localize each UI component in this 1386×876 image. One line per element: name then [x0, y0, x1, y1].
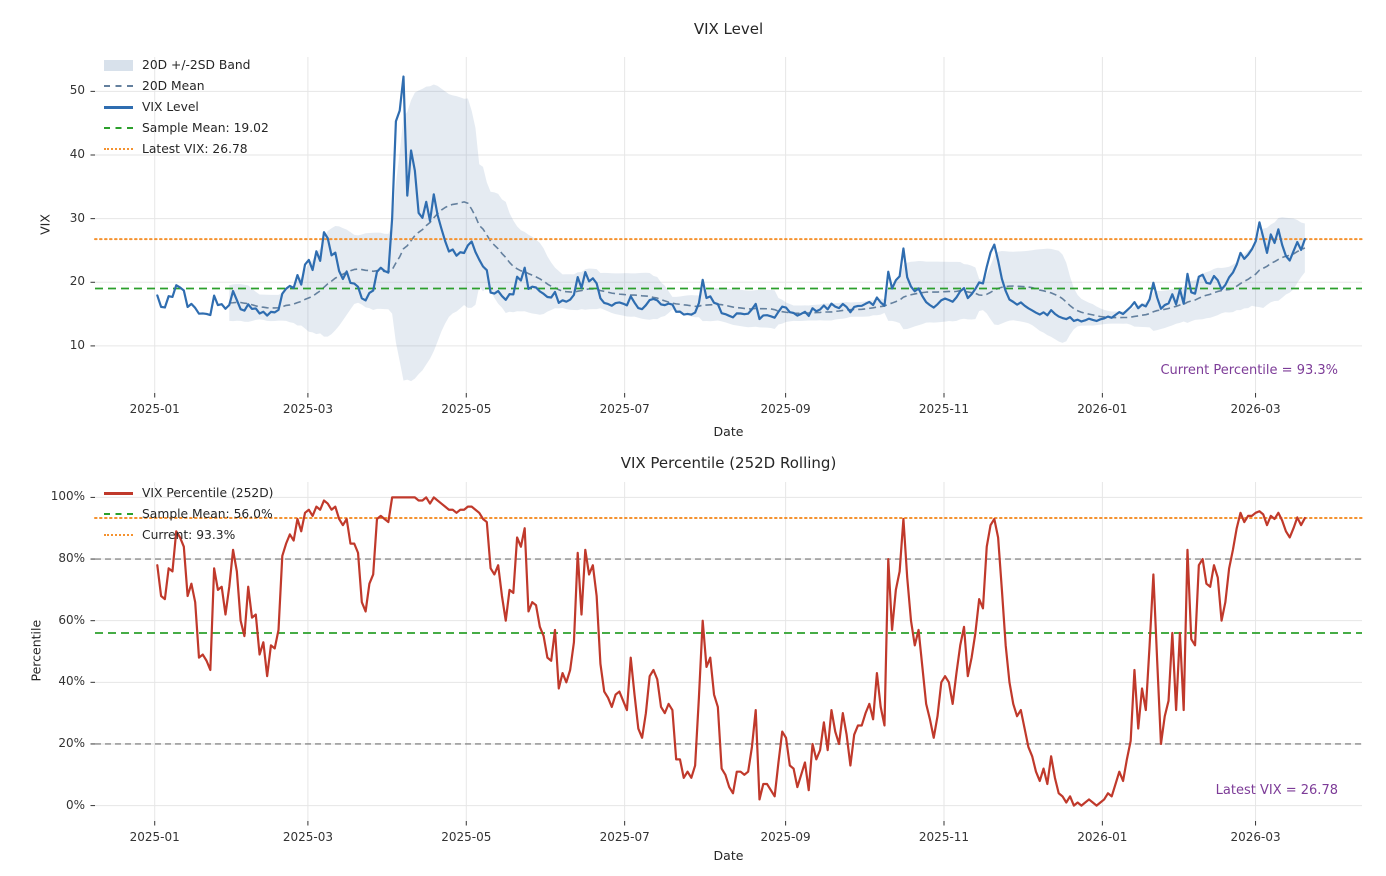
x-tick-label: 2025-11: [918, 830, 970, 844]
x-tick-label: 2025-11: [918, 402, 970, 416]
top-chart-title: VIX Level: [693, 20, 764, 38]
x-tick-label: 2025-07: [599, 402, 650, 416]
legend-swatch-dotted-orange: [104, 148, 133, 150]
x-tick-label: 2025-03: [282, 830, 333, 844]
vix-level-line: [156, 75, 1306, 323]
x-tick-label: 2025-07: [599, 830, 650, 844]
legend-label: Sample Mean: 56.0%: [142, 507, 273, 521]
legend-swatch-dashed-slate: [104, 85, 133, 87]
vix-percentile-line: [156, 496, 1306, 807]
rolling-mean-line: [229, 201, 1306, 319]
y-tick-label: 20%: [58, 735, 85, 750]
legend-swatch-solid-red: [104, 491, 133, 495]
legend-entry: VIX Percentile (252D): [104, 486, 274, 500]
y-tick-label: 20: [69, 274, 85, 289]
bottom-chart-title: VIX Percentile (252D Rolling): [620, 454, 837, 472]
legend-entry: Sample Mean: 56.0%: [104, 507, 273, 521]
x-tick-label: 2026-03: [1230, 402, 1281, 416]
x-tick-label: 2026-01: [1077, 830, 1128, 844]
y-tick-label: 40: [69, 147, 85, 161]
legend-swatch-solid-blue: [104, 105, 133, 109]
legend-label: 20D Mean: [142, 79, 205, 93]
x-tick-label: 2026-03: [1230, 830, 1281, 844]
legend-label: VIX Level: [142, 100, 199, 114]
y-tick-label: 100%: [50, 489, 85, 504]
x-tick-label: 2025-05: [441, 830, 492, 844]
x-tick-label: 2025-09: [760, 402, 811, 416]
legend-label: Latest VIX: 26.78: [142, 142, 248, 156]
x-tick-label: 2025-05: [441, 402, 492, 416]
y-tick-label: 10: [69, 337, 85, 352]
x-tick-label: 2025-01: [129, 830, 180, 844]
legend-entry: 20D +/-2SD Band: [104, 58, 269, 72]
legend-label: VIX Percentile (252D): [142, 486, 274, 500]
latest-vix-annotation: Latest VIX = 26.78: [1215, 783, 1338, 798]
x-tick-label: 2026-01: [1077, 402, 1128, 416]
legend-entry: Latest VIX: 26.78: [104, 142, 269, 156]
x-tick-label: 2025-01: [129, 402, 180, 416]
y-tick-label: 30: [69, 210, 85, 225]
sd-band-area: [229, 84, 1305, 382]
y-tick-label: 0%: [65, 797, 85, 812]
legend-swatch-dashed-green: [104, 513, 133, 515]
legend-swatch-band: [104, 59, 133, 71]
legend-entry: VIX Level: [104, 100, 269, 114]
legend-label: Sample Mean: 19.02: [142, 121, 269, 135]
current-percentile-annotation: Current Percentile = 93.3%: [1160, 363, 1338, 378]
bottom-y-axis-label: Percentile: [28, 619, 44, 682]
legend-label: Current: 93.3%: [142, 528, 236, 542]
bottom-chart-legend: VIX Percentile (252D) Sample Mean: 56.0% C…: [104, 486, 274, 542]
legend-entry: Current: 93.3%: [104, 528, 273, 542]
legend-label: 20D +/-2SD Band: [142, 58, 251, 72]
y-tick-label: 80%: [58, 551, 85, 566]
y-tick-label: 40%: [58, 674, 85, 689]
top-chart-legend: 20D +/-2SD Band 20D Mean VIX Level Sample M…: [104, 58, 269, 156]
y-tick-label: 60%: [58, 612, 85, 627]
top-x-axis-label: Date: [713, 424, 744, 439]
x-tick-label: 2025-09: [760, 830, 811, 844]
legend-entry: 20D Mean: [104, 79, 269, 93]
legend-swatch-dotted-orange: [104, 534, 133, 536]
bottom-x-axis-label: Date: [713, 848, 744, 863]
legend-entry: Sample Mean: 19.02: [104, 121, 269, 135]
y-tick-label: 50: [69, 83, 85, 98]
legend-swatch-dashed-green: [104, 127, 133, 129]
x-tick-label: 2025-03: [282, 402, 333, 416]
